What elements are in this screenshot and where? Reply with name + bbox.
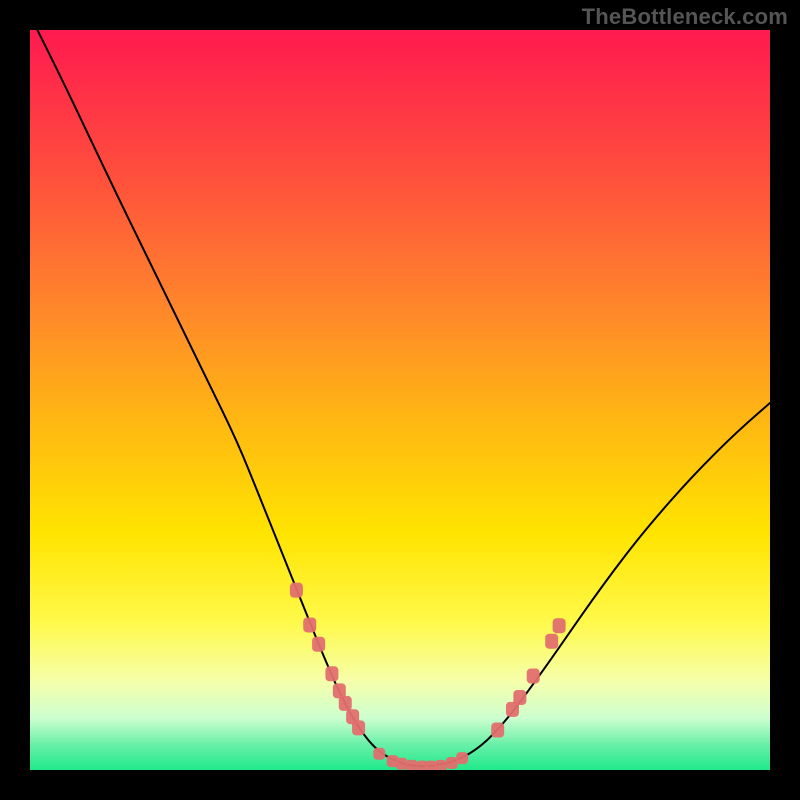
highlight-marker <box>290 583 303 598</box>
chart-plot-background <box>30 30 770 770</box>
highlight-marker <box>325 666 338 681</box>
highlight-marker <box>395 758 407 770</box>
highlight-marker <box>456 752 468 764</box>
highlight-marker <box>312 637 325 652</box>
highlight-marker <box>373 748 385 760</box>
highlight-marker <box>527 669 540 684</box>
highlight-marker <box>339 696 352 711</box>
highlight-marker <box>491 723 504 738</box>
highlight-marker <box>513 690 526 705</box>
highlight-marker <box>553 618 566 633</box>
watermark-text: TheBottleneck.com <box>582 4 788 30</box>
highlight-marker <box>352 720 365 735</box>
chart-container: TheBottleneck.com <box>0 0 800 800</box>
highlight-marker <box>446 757 458 769</box>
highlight-marker <box>303 617 316 632</box>
bottleneck-curve-chart <box>0 0 800 800</box>
highlight-marker <box>545 634 558 649</box>
